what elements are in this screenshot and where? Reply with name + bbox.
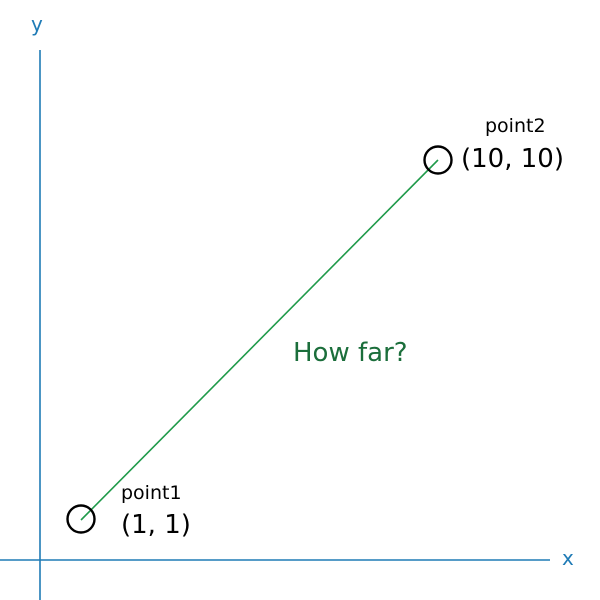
point1-marker [66, 504, 96, 534]
distance-question: How far? [293, 338, 408, 368]
point1-name: point1 [121, 482, 182, 504]
x-axis-label: x [562, 546, 574, 570]
point2-coords: (10, 10) [461, 144, 564, 174]
point2-marker [423, 145, 453, 175]
distance-segment [80, 159, 439, 521]
point2-name: point2 [485, 115, 546, 137]
y-axis-label: y [31, 12, 43, 36]
point1-coords: (1, 1) [121, 510, 191, 540]
